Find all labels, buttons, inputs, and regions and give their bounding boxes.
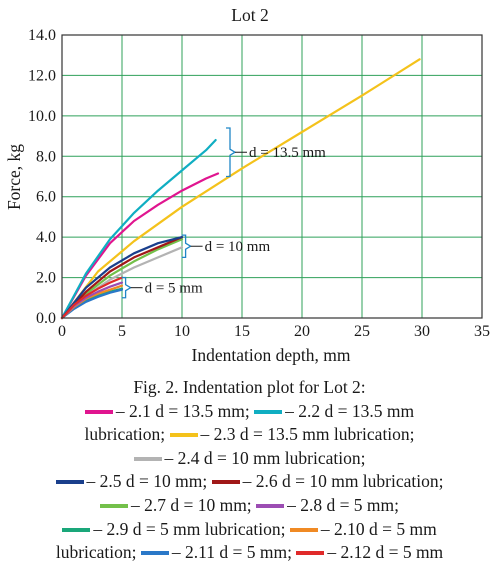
caption-line: – 2.9 d = 5 mm lubrication; – 2.10 d = 5… (0, 518, 499, 542)
y-tick-label-0: 0.0 (36, 310, 56, 327)
series-line-11 (60, 288, 124, 320)
caption-line: lubrication; – 2.11 d = 5 mm; – 2.12 d =… (0, 541, 499, 565)
legend-label: – 2.9 d = 5 mm lubrication; (93, 518, 290, 539)
annotation-label-2: d = 5 mm (145, 281, 203, 297)
legend-swatch (62, 527, 91, 532)
plot-border (61, 34, 483, 319)
series-line-2 (60, 139, 217, 320)
x-tick-label-4: 20 (294, 323, 310, 340)
chart: Lot 2 0 5 10 15 20 25 30 35 0.0 2.0 4.0 6.0 8.0 10.0 1… (4, 5, 490, 365)
caption-continuation: lubrication; (55, 542, 141, 563)
caption-line: – 2.1 d = 13.5 mm; – 2.2 d = 13.5 mm (0, 400, 499, 424)
caption-line: lubrication; – 2.3 d = 13.5 mm lubricati… (0, 423, 499, 447)
legend-label: – 2.4 d = 10 mm lubrication; (164, 447, 366, 468)
y-axis-label: Force, kg (4, 144, 24, 210)
grid (61, 34, 483, 319)
legend-swatch (289, 527, 318, 532)
tick-labels: 0 5 10 15 20 25 30 35 0.0 2.0 4.0 6.0 8.0 10.0 12.0 14.… (28, 27, 490, 340)
legend-label: – 2.1 d = 13.5 mm; (115, 400, 255, 421)
legend-label: – 2.11 d = 5 mm; (171, 542, 297, 563)
caption-continuation: lubrication; (84, 424, 170, 445)
y-tick-label-1: 2.0 (36, 270, 56, 287)
legend-swatch (254, 409, 283, 414)
y-tick-label-6: 12.0 (28, 67, 56, 84)
y-tick-label-3: 6.0 (36, 189, 56, 206)
legend-swatch (55, 480, 84, 485)
figure-caption: Fig. 2. Indentation plot for Lot 2: – 2.… (0, 376, 499, 565)
y-tick-label-5: 10.0 (28, 108, 56, 125)
legend-swatch (211, 480, 240, 485)
legend-label: – 2.6 d = 10 mm lubrication; (242, 471, 444, 492)
legend-label: – 2.2 d = 13.5 mm (285, 400, 415, 421)
annotation-brace-1 (181, 234, 192, 259)
legend-swatch (140, 551, 169, 556)
legend-swatch (256, 503, 285, 508)
series-line-3 (60, 58, 421, 320)
x-axis-label: Indentation depth, mm (192, 345, 351, 365)
x-tick-label-2: 10 (174, 323, 190, 340)
annotation-brace-2 (121, 276, 132, 299)
x-tick-label-7: 35 (474, 323, 490, 340)
x-tick-label-3: 15 (234, 323, 250, 340)
legend-swatch (84, 409, 113, 414)
y-tick-label-4: 8.0 (36, 148, 56, 165)
series-line-6 (60, 236, 184, 320)
x-tick-label-6: 30 (414, 323, 430, 340)
legend-label: – 2.8 d = 5 mm; (287, 494, 400, 515)
annotation-brace-0 (226, 127, 237, 178)
chart-title: Lot 2 (231, 5, 268, 25)
annotation-label-0: d = 13.5 mm (249, 145, 326, 161)
y-tick-label-2: 4.0 (36, 229, 56, 246)
legend-label: – 2.3 d = 13.5 mm lubrication; (200, 424, 415, 445)
legend-swatch (99, 503, 128, 508)
legend-label: – 2.10 d = 5 mm (320, 518, 437, 539)
series-line-1 (60, 172, 220, 320)
legend-swatch (133, 456, 162, 461)
caption-title: Fig. 2. Indentation plot for Lot 2: (133, 377, 366, 397)
y-tick-label-7: 14.0 (28, 27, 56, 44)
plot-frame (61, 34, 483, 319)
series-line-5 (60, 236, 184, 320)
caption-line: – 2.4 d = 10 mm lubrication; (0, 447, 499, 471)
caption-line: – 2.5 d = 10 mm; – 2.6 d = 10 mm lubrica… (0, 470, 499, 494)
legend-label: – 2.7 d = 10 mm; (130, 494, 257, 515)
caption-line: – 2.7 d = 10 mm; – 2.8 d = 5 mm; (0, 494, 499, 518)
annotations: d = 13.5 mm d = 10 mm d = 5 mm (121, 127, 326, 299)
x-tick-label-1: 5 (118, 323, 126, 340)
series-line-12 (60, 276, 124, 320)
legend-label: – 2.5 d = 10 mm; (86, 471, 212, 492)
annotation-label-1: d = 10 mm (205, 239, 271, 255)
legend-swatch (169, 433, 198, 438)
x-tick-label-0: 0 (58, 323, 66, 340)
x-tick-label-5: 25 (354, 323, 370, 340)
legend-swatch (296, 551, 325, 556)
caption-legend: – 2.1 d = 13.5 mm; – 2.2 d = 13.5 mm lubr… (0, 400, 499, 565)
plot-lines (60, 58, 421, 320)
legend-label: – 2.12 d = 5 mm (327, 542, 444, 563)
